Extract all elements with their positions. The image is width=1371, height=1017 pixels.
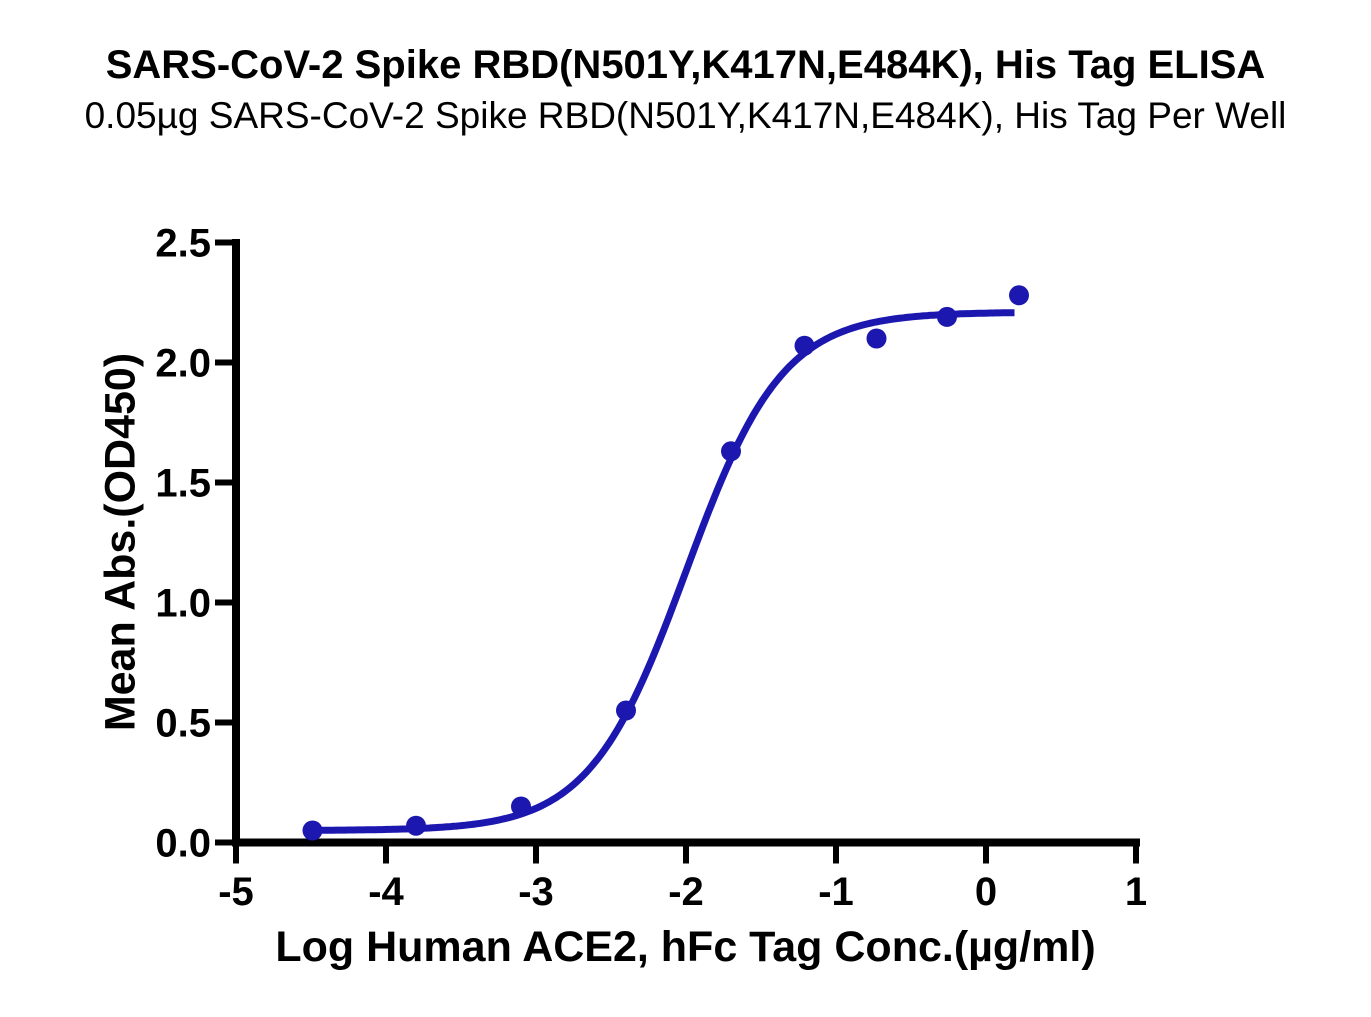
chart-subtitle: 0.05µg SARS-CoV-2 Spike RBD(N501Y,K417N,…: [84, 95, 1287, 136]
chart-title: SARS-CoV-2 Spike RBD(N501Y,K417N,E484K),…: [105, 43, 1266, 87]
fit-curve: [312, 309, 1015, 834]
y-tick-label: 1.5: [155, 462, 211, 506]
x-tick-label: 0: [975, 870, 997, 914]
y-tick-label: 0.0: [155, 822, 211, 866]
x-tick-label: -4: [368, 870, 404, 914]
y-tick-label: 2.0: [155, 342, 211, 386]
x-tick-label: -1: [818, 870, 854, 914]
x-tick-label: -2: [668, 870, 704, 914]
x-tick-label: -5: [218, 870, 254, 914]
data-point: [406, 815, 426, 836]
data-point: [302, 820, 323, 841]
data-point: [866, 328, 887, 349]
x-tick-label: 1: [1125, 870, 1147, 914]
data-point: [794, 335, 815, 356]
y-axis-title: Mean Abs.(OD450): [96, 352, 145, 732]
data-point: [1009, 285, 1029, 306]
y-tick-label: 1.0: [155, 582, 211, 626]
y-tick-label: 0.5: [155, 702, 211, 746]
data-point: [937, 306, 957, 327]
data-point: [721, 441, 741, 462]
data-point: [511, 796, 531, 817]
x-tick-label: -3: [518, 870, 554, 914]
y-tick-label: 2.5: [155, 222, 211, 266]
x-axis-title: Log Human ACE2, hFc Tag Conc.(µg/ml): [275, 923, 1096, 971]
data-point: [616, 700, 636, 721]
